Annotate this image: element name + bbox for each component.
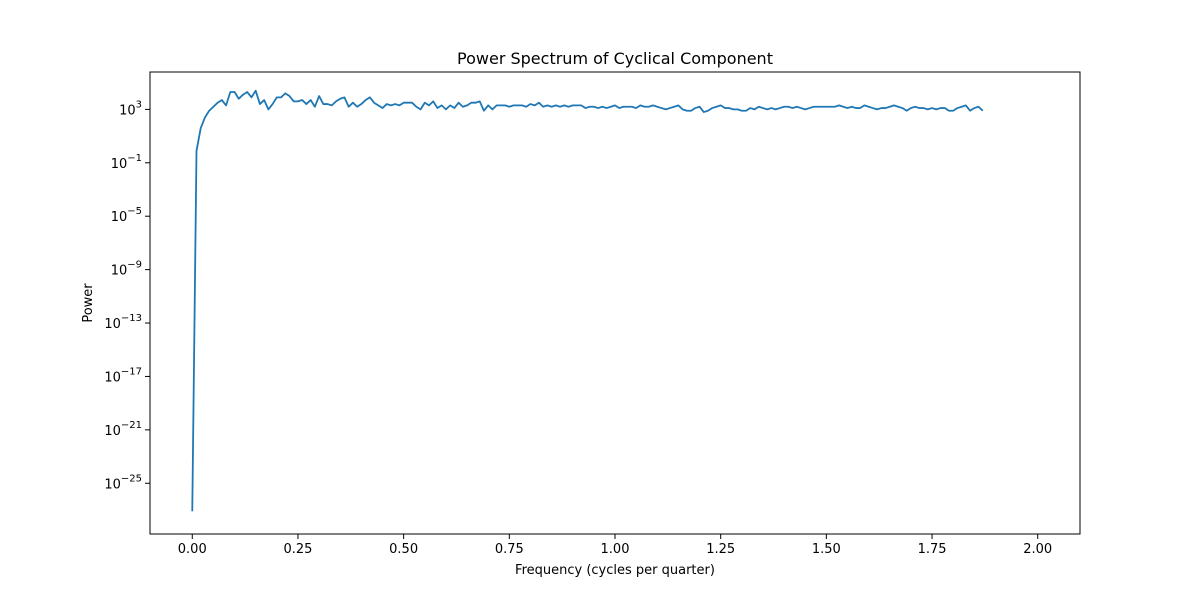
x-tick-label: 1.75 xyxy=(918,542,947,557)
x-tick-label: 0.50 xyxy=(389,542,418,557)
y-tick-base: 10 xyxy=(104,477,121,492)
y-tick-label: 10−25 xyxy=(104,473,142,492)
x-tick-label: 0.00 xyxy=(178,542,207,557)
x-axis: 0.00 0.25 0.50 0.75 1.00 1.25 1.50 1.75 2.00 xyxy=(178,534,1052,557)
y-tick-exponent: −9 xyxy=(127,260,142,271)
y-tick-exponent: −21 xyxy=(121,420,142,431)
y-tick-exponent: −5 xyxy=(127,206,142,217)
y-tick-base: 10 xyxy=(111,210,128,225)
x-tick-label: 1.25 xyxy=(706,542,735,557)
y-tick-base: 10 xyxy=(111,264,128,279)
y-tick-base: 10 xyxy=(104,317,121,332)
y-tick-base: 10 xyxy=(119,103,136,118)
y-tick-label: 10−21 xyxy=(104,420,142,439)
x-tick-label: 1.00 xyxy=(601,542,630,557)
y-tick-label: 10−9 xyxy=(111,260,142,279)
y-tick-exponent: −13 xyxy=(121,313,142,324)
x-axis-label: Frequency (cycles per quarter) xyxy=(515,563,715,578)
y-tick-exponent: 3 xyxy=(136,99,142,110)
y-tick-label: 10−1 xyxy=(111,153,142,172)
y-tick-base: 10 xyxy=(104,424,121,439)
power-series-line xyxy=(191,89,984,512)
y-tick-label: 10−13 xyxy=(104,313,142,332)
y-tick-base: 10 xyxy=(104,370,121,385)
y-tick-label: 103 xyxy=(119,99,142,118)
y-tick-exponent: −25 xyxy=(121,473,142,484)
x-tick-label: 2.00 xyxy=(1023,542,1052,557)
x-tick-label: 0.25 xyxy=(283,542,312,557)
y-tick-exponent: −17 xyxy=(121,366,142,377)
y-tick-exponent: −1 xyxy=(127,153,142,164)
y-tick-label: 10−5 xyxy=(111,206,142,225)
chart-title: Power Spectrum of Cyclical Component xyxy=(457,49,773,68)
y-tick-base: 10 xyxy=(111,157,128,172)
x-tick-label: 0.75 xyxy=(495,542,524,557)
x-tick-label: 1.50 xyxy=(812,542,841,557)
y-tick-label: 10−17 xyxy=(104,366,142,385)
y-axis-label: Power xyxy=(81,283,96,323)
